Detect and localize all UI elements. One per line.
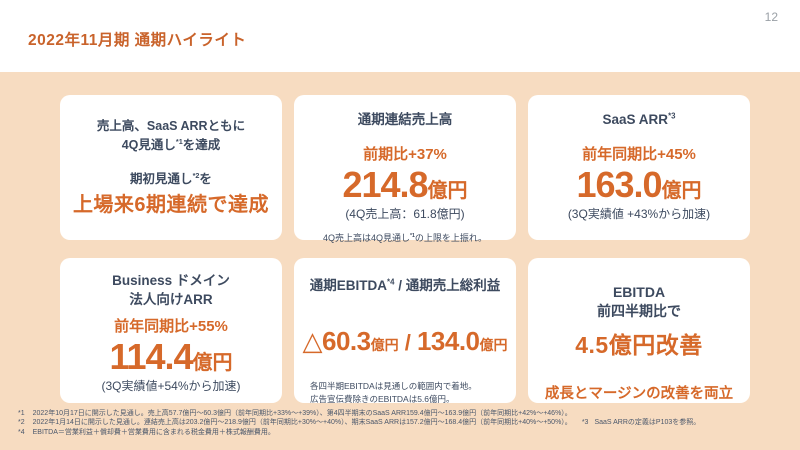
- card1-line2: 4Q見通し*1を達成: [121, 136, 221, 152]
- card-revenue: 通期連結売上高 前期比+37% 214.8億円 (4Q売上高：61.8億円) 4…: [294, 95, 516, 243]
- card1-headline: 上場来6期連続で達成: [72, 193, 270, 216]
- ebitda-gp-note1: 各四半期EBITDAは見通しの範囲内で着地。: [310, 381, 477, 391]
- revenue-note: 4Q売上高は4Q見通し*1の上限を上振れ。: [322, 232, 488, 243]
- revenue-sub: (4Q売上高：61.8億円): [345, 206, 465, 221]
- footnote-2-ref: *2: [18, 419, 25, 427]
- business-arr-sub: (3Q実績値+54%から加速): [101, 378, 241, 393]
- card-ebitda-improvement: EBITDA 前四半期比で 4.5億円改善 成長とマージンの改善を両立: [528, 258, 750, 403]
- ebitda-improvement-tagline: 成長とマージンの改善を両立: [544, 386, 734, 402]
- ebitda-gp-title: 通期EBITDA*4 / 通期売上総利益: [309, 277, 501, 294]
- highlight-band: 売上高、SaaS ARRともに 4Q見通し*1を達成 期初見通し*2を 上場来6…: [0, 72, 800, 450]
- footnote-4-text: EBITDA＝営業利益＋償却費＋営業費用に含まれる税金費用＋株式報酬費用。: [32, 428, 275, 436]
- footnote-1: *1 2022年10月17日に開示した見通し。売上高57.7億円～60.3億円（前…: [18, 409, 788, 418]
- ebitda-gp-note2: 広告宣伝費除きのEBITDAは5.6億円。: [310, 394, 455, 405]
- ebitda-gp-notes: 各四半期EBITDAは見通しの範囲内で着地。 広告宣伝費除きのEBITDAは5.…: [294, 380, 477, 406]
- card1-lines: 売上高、SaaS ARRともに 4Q見通し*1を達成: [97, 117, 245, 155]
- saas-arr-title: SaaS ARR*3: [602, 111, 676, 128]
- revenue-value: 214.8億円: [342, 163, 468, 205]
- ebitda-improvement-line1: EBITDA: [612, 284, 666, 300]
- footnote-ref-1: *1: [409, 232, 415, 239]
- footnotes: *1 2022年10月17日に開示した見通し。売上高57.7億円～60.3億円（前…: [18, 409, 788, 437]
- footnote-ref-4: *4: [387, 277, 395, 287]
- business-arr-value: 114.4億円: [109, 335, 233, 377]
- card1-line1: 売上高、SaaS ARRともに: [96, 119, 246, 133]
- ebitda-improvement-line2: 前四半期比で: [597, 303, 681, 319]
- revenue-title: 通期連結売上高: [357, 112, 453, 127]
- page-number: 12: [764, 10, 778, 24]
- saas-arr-change-label: 前年同期比+45%: [582, 145, 696, 163]
- saas-arr-value: 163.0億円: [576, 163, 702, 205]
- footnote-4: *4 EBITDA＝営業利益＋償却費＋営業費用に含まれる税金費用＋株式報酬費用。: [18, 428, 788, 437]
- footnote-ref-1: *1: [175, 136, 183, 146]
- business-arr-change-label: 前年同期比+55%: [114, 317, 228, 335]
- footnote-1-text: 2022年10月17日に開示した見通し。売上高57.7億円～60.3億円（前年同…: [32, 410, 572, 417]
- business-arr-title: Business ドメイン 法人向けARR: [112, 273, 230, 307]
- footnote-1-ref: *1: [18, 410, 25, 417]
- revenue-change-label: 前期比+37%: [363, 145, 447, 163]
- ebitda-gp-values: △60.3億円 / 134.0億円: [302, 326, 508, 356]
- footnote-ref-3: *3: [668, 111, 676, 121]
- footnote-2-text: 2022年1月14日に開示した見通し。連結売上高は203.2億円～218.9億円…: [32, 419, 572, 427]
- card1-line3: 期初見通し*2を: [130, 170, 212, 186]
- footnote-ref-2: *2: [192, 170, 200, 180]
- saas-arr-sub: (3Q実績値 +43%から加速): [567, 206, 711, 221]
- card-business-arr: Business ドメイン 法人向けARR 前年同期比+55% 114.4億円 …: [60, 258, 282, 403]
- footnote-2: *2 2022年1月14日に開示した見通し。連結売上高は203.2億円～218.9…: [18, 418, 788, 427]
- card-saas-arr: SaaS ARR*3 前年同期比+45% 163.0億円 (3Q実績値 +43%…: [528, 95, 750, 240]
- slide-title: 2022年11月期 通期ハイライト: [28, 32, 247, 49]
- card-guidance-achievement: 売上高、SaaS ARRともに 4Q見通し*1を達成 期初見通し*2を 上場来6…: [60, 95, 282, 240]
- ebitda-improvement-headline: 4.5億円改善: [575, 332, 703, 358]
- footnote-3-ref: *3: [581, 419, 589, 427]
- footnote-3-text: SaaS ARRの定義はP103を参照。: [594, 419, 701, 427]
- card-ebitda-gross-profit: 通期EBITDA*4 / 通期売上総利益 △60.3億円 / 134.0億円 各…: [294, 258, 516, 406]
- footnote-4-ref: *4: [18, 428, 25, 436]
